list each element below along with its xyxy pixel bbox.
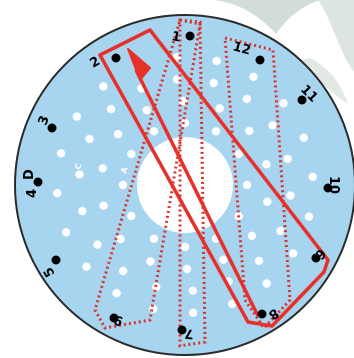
hole (149, 127, 159, 136)
hole (308, 172, 317, 181)
hole (289, 249, 298, 258)
hole (72, 112, 82, 121)
position-marker-3 (47, 123, 57, 133)
hole (189, 308, 198, 317)
position-label-1: 1 (170, 29, 182, 45)
ring-label-B: B (97, 164, 107, 172)
hole (106, 104, 116, 114)
hole (254, 256, 264, 266)
position-marker-6 (311, 253, 321, 263)
hole (152, 282, 161, 292)
solid-path-arrow-head (127, 48, 151, 81)
position-label-4: 4 (25, 189, 40, 198)
hole (276, 226, 285, 236)
hole (56, 149, 66, 158)
position-marker-4 (33, 177, 43, 187)
hole (249, 72, 258, 82)
position-marker-5 (51, 255, 61, 265)
hole (209, 78, 218, 88)
position-marker-2 (111, 53, 121, 63)
position-marker-1 (185, 31, 195, 41)
position-label-7: 7 (184, 325, 194, 341)
position-label-12: 12 (231, 39, 252, 58)
hole (78, 206, 87, 216)
hole (149, 234, 159, 243)
hole (127, 149, 136, 159)
dotted-path-12-8 (223, 36, 292, 331)
hole (75, 170, 84, 179)
hole (247, 231, 257, 240)
hole (61, 228, 71, 237)
hole (242, 94, 252, 104)
hole (180, 242, 190, 252)
hole (268, 121, 277, 130)
hole (53, 189, 62, 198)
hole (212, 56, 221, 66)
position-marker-7 (177, 325, 187, 335)
position-marker-8 (257, 309, 267, 319)
hole (286, 191, 295, 200)
hole (116, 234, 125, 244)
hole (283, 154, 292, 164)
hole (215, 104, 224, 113)
solid-path (98, 28, 330, 328)
hole (127, 211, 136, 221)
hole (99, 201, 108, 210)
hole (188, 286, 198, 295)
hole (242, 180, 252, 190)
dotted-path-1-9 (93, 18, 202, 330)
hole (304, 212, 314, 221)
hole (263, 197, 272, 206)
hole (82, 262, 91, 271)
hole (98, 164, 107, 173)
hole (211, 127, 221, 136)
background-foliage (212, 0, 354, 104)
position-marker-9 (109, 313, 119, 323)
hole (279, 99, 288, 108)
hole (178, 96, 188, 106)
hole (234, 149, 243, 159)
hole (182, 264, 192, 274)
hole (180, 118, 190, 128)
ring-labels: DC B A (22, 162, 130, 180)
hole (299, 133, 309, 142)
position-marker-12 (255, 55, 265, 65)
position-label-10: 10 (326, 176, 341, 194)
hole (146, 257, 155, 266)
hole (262, 279, 271, 288)
ring-label-D: D (22, 169, 37, 180)
hole (262, 160, 271, 169)
hole (85, 134, 94, 144)
dotted-path-1-7 (178, 18, 207, 348)
hole (99, 82, 108, 91)
hole (113, 130, 123, 139)
hole (112, 289, 121, 298)
ring-label-C: C (73, 162, 83, 170)
ring-label-A: A (119, 165, 130, 174)
solid-path-arrow-shaft (134, 69, 260, 317)
center-hub (137, 137, 233, 233)
solid-path-loop (98, 28, 330, 328)
position-marker-11 (297, 95, 307, 105)
hole (118, 266, 128, 276)
dotted-paths (93, 18, 292, 348)
position-marker-10 (323, 183, 333, 193)
hole (219, 255, 228, 264)
hole (228, 299, 237, 309)
hole (245, 126, 254, 136)
hole (118, 180, 128, 190)
hole (93, 240, 102, 249)
hole (142, 106, 151, 115)
